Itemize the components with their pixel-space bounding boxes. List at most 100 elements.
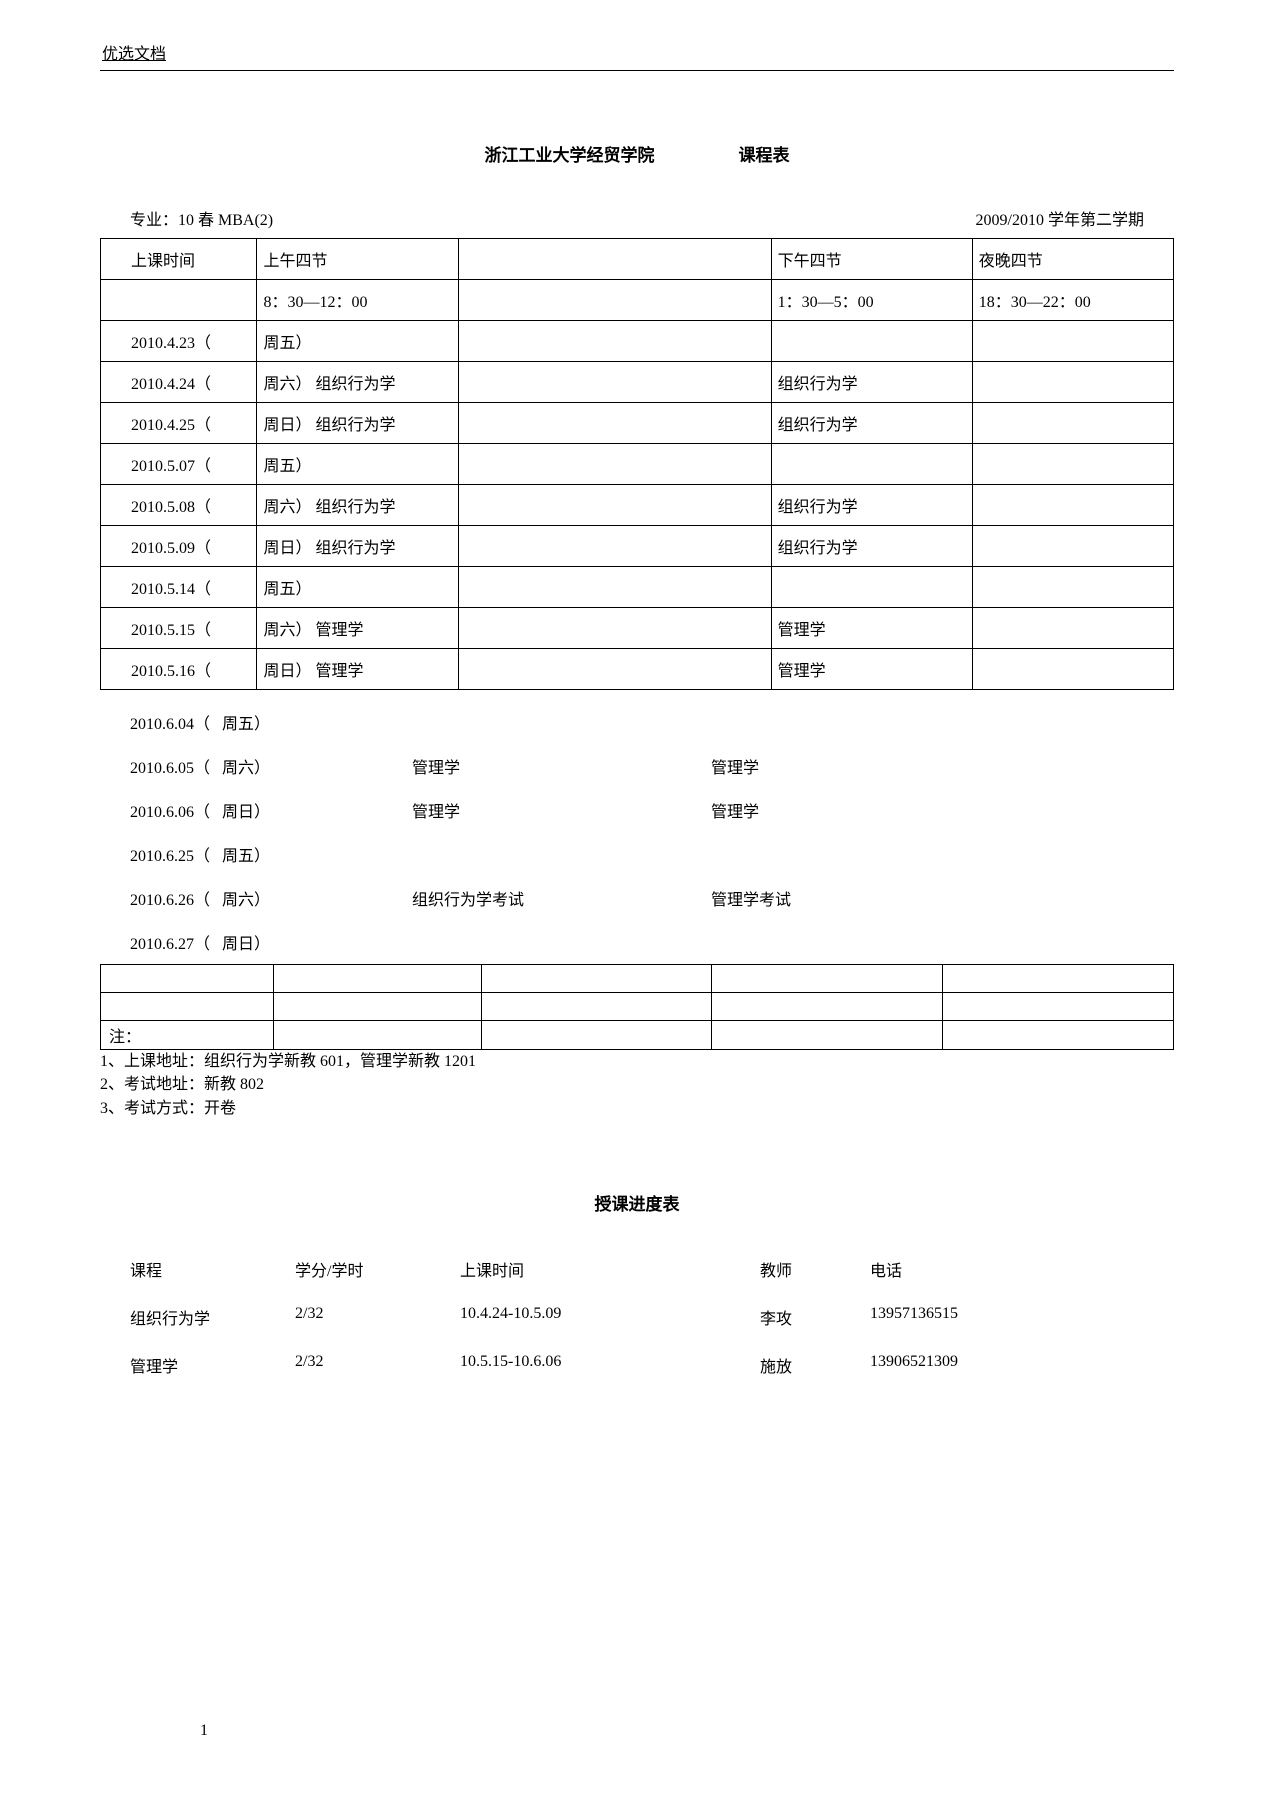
table-row: 2010.5.09（ 周日） 组织行为学 组织行为学 (101, 526, 1174, 567)
table-row (101, 965, 1174, 993)
cell-afternoon: 组织行为学 (771, 485, 972, 526)
table-row: 管理学 2/32 10.5.15-10.6.06 施放 13906521309 (130, 1341, 1144, 1389)
cell-date: 2010.5.08（ (101, 485, 257, 526)
cell-credit: 2/32 (295, 1353, 460, 1377)
table-time-row: 8：30—12：00 1：30—5：00 18：30—22：00 (101, 280, 1174, 321)
cell-date: 2010.6.27（ 周日） (130, 930, 408, 954)
progress-header: 课程 学分/学时 上课时间 教师 电话 (130, 1245, 1144, 1293)
cell-afternoon (771, 321, 972, 362)
header-morning: 上午四节 (257, 239, 458, 280)
cell-evening (972, 526, 1173, 567)
cell-afternoon (771, 567, 972, 608)
cell-date: 2010.5.15（ (101, 608, 257, 649)
table-row: 组织行为学 2/32 10.4.24-10.5.09 李攻 1395713651… (130, 1293, 1144, 1341)
table-row: 2010.5.08（ 周六） 组织行为学 组织行为学 (101, 485, 1174, 526)
school-name: 浙江工业大学经贸学院 (485, 141, 655, 166)
ph-phone: 电话 (870, 1257, 1070, 1281)
table-header-row: 上课时间 上午四节 下午四节 夜晚四节 (101, 239, 1174, 280)
meta-row: 专业：10 春 MBA(2) 2009/2010 学年第二学期 (100, 206, 1174, 230)
table-row: 2010.6.04（ 周五） (130, 700, 1144, 744)
cell-blank (458, 444, 771, 485)
cell-course: 组织行为学 (130, 1305, 295, 1329)
table-row: 注： (101, 1021, 1174, 1050)
cell-course: 管理学 (130, 1353, 295, 1377)
page-number: 1 (200, 1722, 208, 1740)
cell-date: 2010.4.24（ (101, 362, 257, 403)
cell-teacher: 施放 (760, 1353, 870, 1377)
header-time: 上课时间 (101, 239, 257, 280)
cell-afternoon: 管理学 (711, 798, 911, 822)
progress-title: 授课进度表 (100, 1190, 1174, 1215)
time-blank2 (458, 280, 771, 321)
table-row: 2010.5.16（ 周日） 管理学 管理学 (101, 649, 1174, 690)
cell-blank (458, 526, 771, 567)
table-row (101, 993, 1174, 1021)
progress-table: 课程 学分/学时 上课时间 教师 电话 组织行为学 2/32 10.4.24-1… (130, 1245, 1144, 1389)
cell-blank (458, 567, 771, 608)
cell-morning: 管理学 (412, 798, 707, 822)
cell-afternoon: 组织行为学 (771, 362, 972, 403)
table-row: 2010.4.25（ 周日） 组织行为学 组织行为学 (101, 403, 1174, 444)
time-blank (101, 280, 257, 321)
ph-course: 课程 (130, 1257, 295, 1281)
cell-morning: 管理学 (412, 754, 707, 778)
ph-credit: 学分/学时 (295, 1257, 460, 1281)
cell-date: 2010.5.07（ (101, 444, 257, 485)
schedule-table: 上课时间 上午四节 下午四节 夜晚四节 8：30—12：00 1：30—5：00… (100, 238, 1174, 690)
cell-blank (458, 608, 771, 649)
header-evening: 夜晚四节 (972, 239, 1173, 280)
cell-evening (972, 362, 1173, 403)
cell-date: 2010.5.16（ (101, 649, 257, 690)
cell-teacher: 李攻 (760, 1305, 870, 1329)
cell-afternoon: 管理学 (771, 649, 972, 690)
cell-evening (972, 567, 1173, 608)
cell-date: 2010.6.25（ 周五） (130, 842, 408, 866)
cell-afternoon: 组织行为学 (771, 403, 972, 444)
table-row: 2010.4.24（ 周六） 组织行为学 组织行为学 (101, 362, 1174, 403)
cell-evening (972, 649, 1173, 690)
table-row: 2010.6.06（ 周日） 管理学 管理学 (130, 788, 1144, 832)
cell-evening (972, 608, 1173, 649)
cell-phone: 13957136515 (870, 1305, 1070, 1329)
cell-afternoon (771, 444, 972, 485)
cell-date: 2010.4.25（ (101, 403, 257, 444)
ph-time: 上课时间 (460, 1257, 760, 1281)
schedule-label: 课程表 (739, 141, 790, 166)
cell-afternoon: 管理学 (771, 608, 972, 649)
cell-day-morning: 周日） 管理学 (257, 649, 458, 690)
cell-evening (972, 485, 1173, 526)
cell-afternoon: 组织行为学 (771, 526, 972, 567)
cell-date: 2010.5.09（ (101, 526, 257, 567)
cell-morning: 组织行为学考试 (412, 886, 707, 910)
table-row: 2010.5.14（ 周五） (101, 567, 1174, 608)
cell-day-morning: 周六） 组织行为学 (257, 362, 458, 403)
notes-label: 注： (101, 1021, 274, 1050)
cell-blank (458, 321, 771, 362)
ph-teacher: 教师 (760, 1257, 870, 1281)
cell-credit: 2/32 (295, 1305, 460, 1329)
cell-phone: 13906521309 (870, 1353, 1070, 1377)
cell-day-morning: 周五） (257, 444, 458, 485)
cell-date: 2010.6.05（ 周六） (130, 754, 408, 778)
major-text: 专业：10 春 MBA(2) (130, 206, 273, 230)
cell-evening (972, 321, 1173, 362)
note-line: 1、上课地址：组织行为学新教 601，管理学新教 1201 (100, 1051, 1174, 1073)
notes-list: 1、上课地址：组织行为学新教 601，管理学新教 1201 2、考试地址：新教 … (100, 1051, 1174, 1120)
cell-day-morning: 周日） 组织行为学 (257, 403, 458, 444)
cell-date: 2010.6.04（ 周五） (130, 710, 408, 734)
cell-date: 2010.5.14（ (101, 567, 257, 608)
cell-date: 2010.6.26（ 周六） (130, 886, 408, 910)
header-blank (458, 239, 771, 280)
table-row: 2010.5.07（ 周五） (101, 444, 1174, 485)
cell-date: 2010.6.06（ 周日） (130, 798, 408, 822)
cell-day-morning: 周五） (257, 567, 458, 608)
time-morning: 8：30—12：00 (257, 280, 458, 321)
note-line: 2、考试地址：新教 802 (100, 1074, 1174, 1096)
cell-date: 2010.4.23（ (101, 321, 257, 362)
note-line: 3、考试方式：开卷 (100, 1098, 1174, 1120)
title-row: 浙江工业大学经贸学院 课程表 (100, 141, 1174, 166)
cell-afternoon: 管理学 (711, 754, 911, 778)
cell-blank (458, 485, 771, 526)
time-evening: 18：30—22：00 (972, 280, 1173, 321)
cell-time: 10.4.24-10.5.09 (460, 1305, 760, 1329)
